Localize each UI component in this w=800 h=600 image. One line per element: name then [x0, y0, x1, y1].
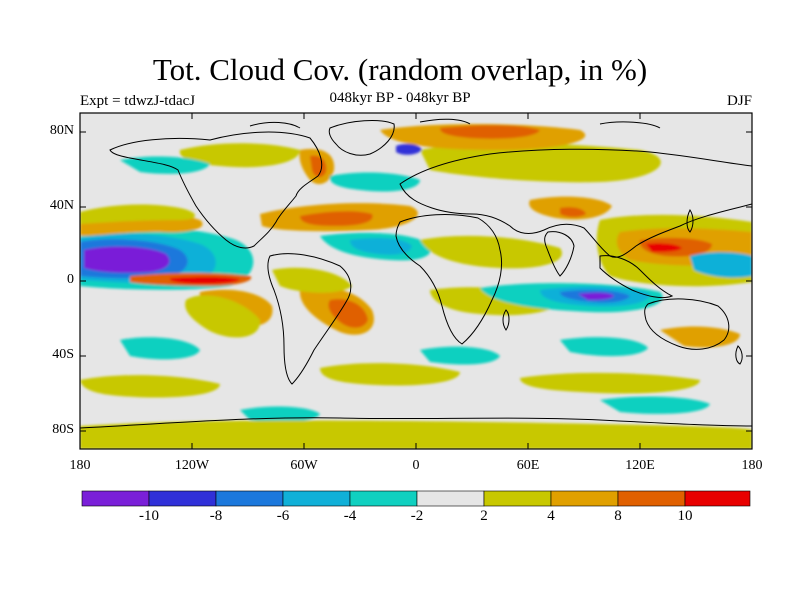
coast-greenland [328, 120, 395, 156]
pos-anomaly-yellow-south2 [320, 363, 460, 386]
coastlines [80, 118, 752, 429]
colorbar [81, 490, 751, 507]
pos-anomaly-yellow-south3 [520, 372, 700, 394]
colorbar-swatch-7 [483, 490, 552, 507]
coast-australia [644, 298, 730, 350]
colorbar-label: -6 [276, 508, 290, 524]
lon-label-180w: 180 [69, 458, 91, 473]
lon-label-0: 0 [412, 458, 420, 473]
neg-anomaly-purple-pacific [84, 246, 170, 273]
neg-anomaly-blue-arctic [396, 143, 422, 155]
colorbar-label: 2 [480, 508, 488, 524]
colorbar-label: -8 [209, 508, 223, 524]
pos-anomaly-red-canada [310, 155, 327, 178]
lon-label-60e: 60E [516, 458, 540, 473]
coast-africa [395, 214, 503, 345]
coast-south-america [267, 253, 352, 385]
colorbar-label: -10 [139, 508, 159, 524]
colorbar-swatch-6 [416, 490, 485, 507]
pos-anomaly-crimson-wpacific [646, 243, 682, 252]
map-title: Tot. Cloud Cov. (random overlap, in %) [152, 52, 648, 87]
lat-label-40s: 40S [52, 347, 74, 362]
lon-label-120w: 120W [174, 458, 210, 473]
coast-madagascar [502, 309, 510, 331]
colorbar-label: -4 [343, 508, 357, 524]
neg-anomaly-cyan-south1 [120, 337, 200, 360]
colorbar-label: 10 [677, 508, 693, 524]
coast-arctic-islands [249, 118, 661, 129]
pos-anomaly-yellow-eurasia [420, 143, 661, 183]
pos-anomaly-yellow-south1 [80, 375, 220, 398]
colorbar-label: -2 [410, 508, 424, 524]
coast-antarctica [80, 417, 752, 429]
lat-label-40n: 40N [49, 198, 74, 213]
neg-anomaly-cyan-namerica [329, 172, 420, 192]
pos-anomaly-yellow-namerica [179, 143, 300, 168]
colorbar-label: 8 [614, 508, 622, 524]
pos-anomaly-yellow-spacific [185, 295, 261, 338]
coast-southeast-asia [599, 255, 674, 299]
colorbar-swatch-3 [215, 490, 284, 507]
coast-new-zealand [735, 345, 743, 365]
neg-anomaly-violet-indian [578, 292, 614, 300]
map-subtitle: 048kyr BP - 048kyr BP [329, 90, 471, 106]
colorbar-swatch-1 [81, 490, 150, 507]
colorbar-swatch-8 [550, 490, 619, 507]
map-area [80, 113, 752, 449]
pos-anomaly-yellow-npacific [80, 204, 195, 224]
colorbar-label: 4 [547, 508, 555, 524]
pos-anomaly-yellow-antarctic [80, 420, 752, 449]
pos-anomaly-red-core [170, 276, 240, 284]
pos-anomaly-red-samerica [328, 299, 368, 328]
neg-anomaly-blue-wpacific [690, 252, 752, 278]
pos-anomaly-orange-south [660, 326, 740, 348]
neg-anomaly-cyan-south4 [600, 396, 710, 414]
lon-label-60w: 60W [290, 458, 318, 473]
pos-anomaly-red-arctic [440, 125, 540, 139]
lon-label-120e: 120E [625, 458, 655, 473]
lat-label-80s: 80S [52, 422, 74, 437]
colorbar-swatch-5 [349, 490, 418, 507]
coast-europe-asia [399, 148, 752, 258]
colorbar-swatch-2 [148, 490, 217, 507]
colorbar-swatch-9 [617, 490, 686, 507]
colorbar-swatch-4 [282, 490, 351, 507]
lat-label-0: 0 [67, 272, 74, 287]
lat-label-80n: 80N [49, 123, 74, 138]
pos-anomaly-yellow-africa [420, 235, 562, 269]
season-label: DJF [726, 93, 752, 109]
neg-anomaly-cyan-south3 [560, 337, 648, 357]
colorbar-swatch-10 [684, 490, 751, 507]
neg-anomaly-blue-atlantic [350, 238, 412, 255]
pos-anomaly-red-eurasia [560, 207, 586, 217]
coast-japan [686, 209, 694, 233]
neg-anomaly-cyan-south2 [420, 346, 500, 365]
coast-north-america [109, 131, 323, 249]
lon-label-180e: 180 [741, 458, 763, 473]
experiment-label: Expt = tdwzJ-tdacJ [80, 93, 196, 109]
pos-anomaly-yellow-samerica [272, 267, 352, 293]
axis-ticks [80, 113, 752, 449]
pos-anomaly-red-natlantic [300, 211, 373, 226]
coast-india [544, 231, 575, 277]
